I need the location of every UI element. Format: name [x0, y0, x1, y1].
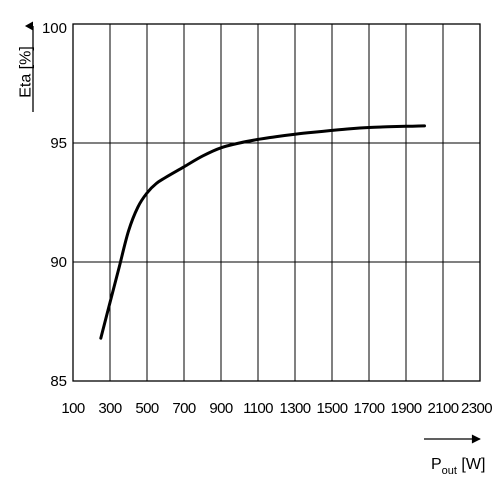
x-axis-label-main: P: [431, 456, 442, 473]
x-axis-label-unit: [W]: [457, 456, 485, 473]
x-axis-label-sub: out: [442, 465, 457, 477]
x-tick-label: 500: [135, 400, 158, 417]
x-tick-label: 1500: [317, 400, 348, 417]
x-tick-label: 1700: [354, 400, 385, 417]
x-axis-label-group: Pout [W]: [424, 434, 485, 477]
y-axis-label: Eta [%]: [18, 46, 35, 98]
x-tick-label: 1300: [280, 400, 311, 417]
x-tick-label: 2300: [461, 400, 492, 417]
x-tick-label: 1900: [391, 400, 422, 417]
x-tick-label: 1100: [243, 400, 273, 417]
tick-labels: 100 300 500 700 900 1100 1300 1500 1700 1900 2100 2…: [42, 20, 493, 417]
plot-frame: [72, 23, 481, 382]
y-axis-label-group: Eta [%]: [18, 21, 35, 112]
x-tick-label: 700: [172, 400, 195, 417]
efficiency-curve: [99, 124, 426, 340]
grid: [73, 24, 480, 381]
y-tick-label: 95: [50, 135, 67, 152]
x-tick-label: 900: [209, 400, 232, 417]
x-tick-label: 300: [98, 400, 121, 417]
y-tick-label: 85: [50, 373, 67, 390]
x-tick-label: 2100: [428, 400, 459, 417]
x-tick-label: 100: [61, 400, 84, 417]
y-tick-label: 90: [50, 254, 67, 271]
plot-background: [73, 24, 480, 381]
x-axis-label: Pout [W]: [431, 456, 485, 477]
y-tick-label: 100: [42, 20, 67, 37]
